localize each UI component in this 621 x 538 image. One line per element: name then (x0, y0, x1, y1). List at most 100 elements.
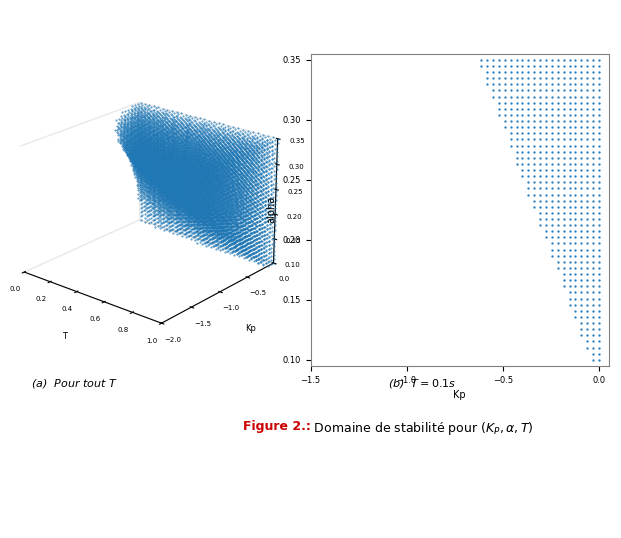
Point (576, 80, 586, 89)
Point (494, 62, 504, 70)
Point (541, 166, 551, 174)
Point (571, 307, 581, 315)
Point (529, 153, 539, 162)
Point (582, 166, 592, 174)
Point (524, 166, 533, 174)
Point (564, 153, 574, 162)
Point (594, 270, 604, 279)
Point (535, 178, 545, 187)
Point (535, 98, 545, 107)
Point (529, 62, 539, 70)
Point (582, 221, 592, 229)
Point (588, 239, 598, 248)
Point (559, 251, 569, 260)
Point (547, 80, 557, 89)
Point (582, 319, 592, 328)
Point (541, 215, 551, 223)
Point (524, 74, 533, 82)
Point (553, 209, 563, 217)
Point (571, 282, 581, 291)
Point (547, 117, 557, 125)
Point (576, 319, 586, 328)
Point (553, 178, 563, 187)
Point (553, 196, 563, 205)
Point (594, 337, 604, 346)
Point (576, 264, 586, 272)
Point (582, 68, 592, 76)
Point (494, 98, 504, 107)
Point (529, 196, 539, 205)
Point (559, 245, 569, 254)
Point (594, 86, 604, 95)
Point (535, 74, 545, 82)
Point (594, 190, 604, 199)
Point (594, 300, 604, 309)
Point (594, 196, 604, 205)
Point (529, 178, 539, 187)
Point (582, 147, 592, 156)
Point (576, 221, 586, 229)
Point (517, 172, 527, 180)
Point (588, 92, 598, 101)
Point (571, 258, 581, 266)
Point (582, 331, 592, 339)
Point (582, 153, 592, 162)
Point (594, 74, 604, 82)
Point (541, 227, 551, 236)
Point (541, 196, 551, 205)
Point (576, 251, 586, 260)
Point (564, 123, 574, 131)
Point (582, 80, 592, 89)
Point (564, 166, 574, 174)
Point (594, 184, 604, 193)
Point (588, 166, 598, 174)
Point (547, 153, 557, 162)
Point (559, 227, 569, 236)
Point (559, 202, 569, 211)
Point (564, 117, 574, 125)
Point (553, 62, 563, 70)
Point (529, 184, 539, 193)
Point (553, 111, 563, 119)
Point (576, 55, 586, 64)
Point (488, 86, 498, 95)
Point (594, 80, 604, 89)
Point (571, 190, 581, 199)
Point (517, 80, 527, 89)
Point (482, 55, 492, 64)
Point (535, 55, 545, 64)
Point (594, 202, 604, 211)
Point (553, 123, 563, 131)
Point (512, 160, 522, 168)
Y-axis label: alpha: alpha (267, 196, 277, 223)
Point (547, 160, 557, 168)
Point (541, 153, 551, 162)
Point (588, 276, 598, 285)
Point (559, 92, 569, 101)
Point (524, 172, 533, 180)
Point (564, 141, 574, 150)
Point (529, 111, 539, 119)
Point (494, 111, 504, 119)
Point (524, 80, 533, 89)
Point (594, 55, 604, 64)
Point (588, 233, 598, 242)
Point (500, 55, 510, 64)
Point (535, 80, 545, 89)
Point (588, 307, 598, 315)
Point (547, 215, 557, 223)
Point (512, 123, 522, 131)
X-axis label: T: T (62, 332, 67, 341)
Point (547, 111, 557, 119)
Point (559, 166, 569, 174)
Point (594, 160, 604, 168)
Point (588, 184, 598, 193)
Point (547, 239, 557, 248)
Point (547, 123, 557, 131)
Point (588, 141, 598, 150)
Point (588, 282, 598, 291)
Point (512, 147, 522, 156)
Point (535, 62, 545, 70)
Point (524, 111, 533, 119)
Point (564, 196, 574, 205)
